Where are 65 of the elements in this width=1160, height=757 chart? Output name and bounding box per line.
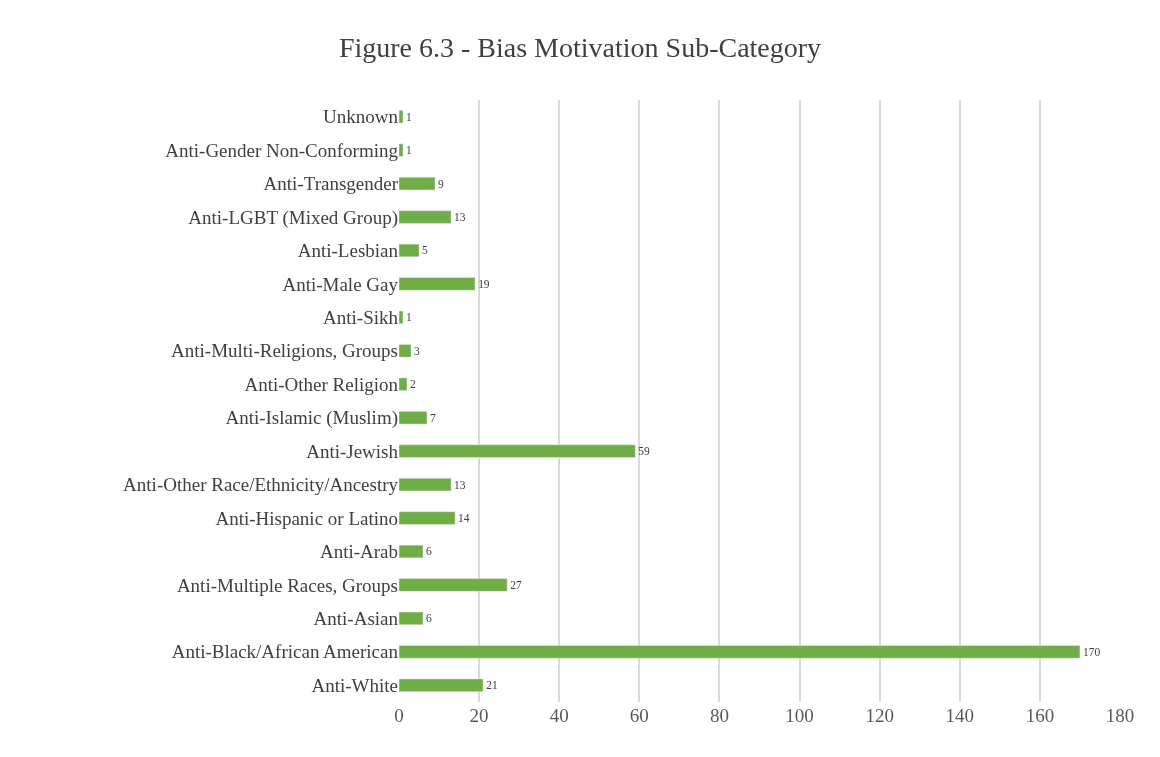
bar <box>399 177 436 191</box>
bar <box>399 611 424 625</box>
y-tick-label: Anti-LGBT (Mixed Group) <box>188 206 398 229</box>
data-label: 1 <box>406 311 413 324</box>
data-label: 59 <box>638 445 651 458</box>
y-tick-label: Anti-Black/African American <box>171 641 399 663</box>
bar <box>399 344 412 358</box>
data-label: 13 <box>454 478 466 491</box>
data-label: 5 <box>422 244 429 257</box>
x-tick-label: 20 <box>469 705 489 726</box>
x-tick-label: 100 <box>785 705 814 726</box>
y-tick-label: Anti-Arab <box>319 541 398 563</box>
data-label: 7 <box>430 411 437 424</box>
bar <box>399 110 404 124</box>
y-tick-label: Unknown <box>323 106 399 128</box>
bar <box>399 143 404 157</box>
data-label: 13 <box>454 210 466 223</box>
y-tick-label: Anti-Other Religion <box>244 373 399 395</box>
data-label: 1 <box>406 144 413 157</box>
chart-title: Figure 6.3 - Bias Motivation Sub-Category <box>338 32 822 64</box>
y-tick-label: Anti-Islamic (Muslim) <box>225 407 398 430</box>
bar <box>399 478 452 492</box>
data-label: 1 <box>406 110 413 123</box>
x-tick-label: 0 <box>394 705 404 726</box>
data-label: 6 <box>426 545 433 558</box>
bar <box>399 645 1081 659</box>
x-tick-label: 180 <box>1105 705 1135 726</box>
bar <box>399 411 428 425</box>
data-label: 27 <box>510 578 522 591</box>
y-tick-label: Anti-Gender Non-Conforming <box>165 139 399 161</box>
y-tick-label: Anti-Hispanic or Latino <box>215 507 398 529</box>
y-tick-label: Anti-Male Gay <box>282 273 399 295</box>
x-tick-label: 160 <box>1025 705 1055 726</box>
y-tick-label: Anti-Transgender <box>263 173 399 195</box>
bar <box>399 310 404 324</box>
y-tick-label: Anti-Multiple Races, Groups <box>176 574 398 596</box>
y-tick-label: Anti-Asian <box>313 608 399 630</box>
bar <box>399 210 452 224</box>
bar <box>399 243 420 258</box>
x-tick-label: 80 <box>709 705 729 726</box>
x-tick-label: 40 <box>549 705 569 726</box>
bar <box>399 277 476 291</box>
x-tick-label: 120 <box>865 705 894 726</box>
data-label: 3 <box>414 344 421 357</box>
bar <box>399 578 508 592</box>
data-label: 19 <box>478 277 490 290</box>
data-label: 6 <box>426 612 433 625</box>
x-tick-label: 140 <box>945 705 975 726</box>
y-tick-label: Anti-Jewish <box>306 440 399 462</box>
bar <box>399 377 408 391</box>
x-tick-label: 60 <box>629 705 649 726</box>
y-tick-label: Anti-Other Race/Ethnicity/Ancestry <box>123 474 399 496</box>
bar <box>399 678 484 692</box>
bar <box>399 544 424 559</box>
y-tick-label: Anti-Multi-Religions, Groups <box>171 340 398 362</box>
bar <box>399 511 456 525</box>
y-tick-label: Anti-White <box>311 674 398 696</box>
y-tick-label: Anti-Lesbian <box>297 240 399 262</box>
data-label: 14 <box>458 511 470 524</box>
y-tick-label: Anti-Sikh <box>323 307 399 329</box>
data-label: 2 <box>410 378 417 391</box>
data-label: 170 <box>1082 645 1101 658</box>
data-label: 21 <box>486 679 498 692</box>
bar <box>399 444 636 458</box>
data-label: 9 <box>438 177 445 190</box>
